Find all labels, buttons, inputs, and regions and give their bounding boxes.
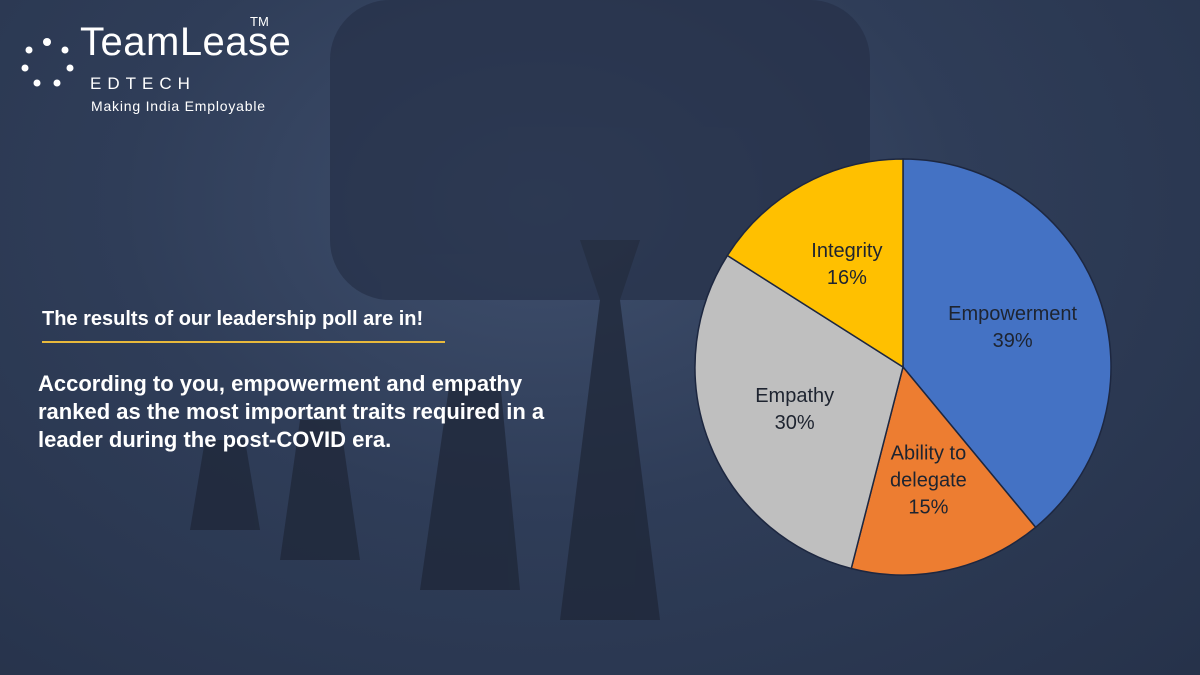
chess-silhouettes <box>190 0 870 620</box>
pie-slice <box>850 365 1037 576</box>
tagline: Making India Employable <box>91 98 266 114</box>
category: Integrity <box>811 239 883 262</box>
category: Ability to delegate <box>890 442 967 492</box>
value-label: 30% <box>774 411 815 434</box>
value-label: 39% <box>992 329 1033 352</box>
slice-label: Empathy 30% <box>720 383 870 437</box>
value-label: 15% <box>908 496 949 519</box>
pie-slice <box>726 158 904 369</box>
body-text: According to you, empowerment and empath… <box>38 371 545 452</box>
category: Empathy <box>755 384 835 407</box>
brand-name: TeamLease <box>80 20 292 64</box>
slice-label: Empowerment 39% <box>938 301 1088 355</box>
pie-slice <box>902 158 1112 529</box>
logo-icon <box>21 38 74 87</box>
value-label: 16% <box>826 266 867 289</box>
brand-division: EDTECH <box>90 74 196 93</box>
category: Empowerment <box>948 302 1078 325</box>
slice-label: Integrity 16% <box>772 238 922 292</box>
trademark: TM <box>250 14 269 29</box>
slice-label: Ability to delegate 15% <box>868 440 988 521</box>
heading: The results of our leadership poll are i… <box>42 308 424 330</box>
pie-chart <box>694 158 1112 576</box>
underline <box>42 341 445 343</box>
pie-slice <box>694 254 904 570</box>
